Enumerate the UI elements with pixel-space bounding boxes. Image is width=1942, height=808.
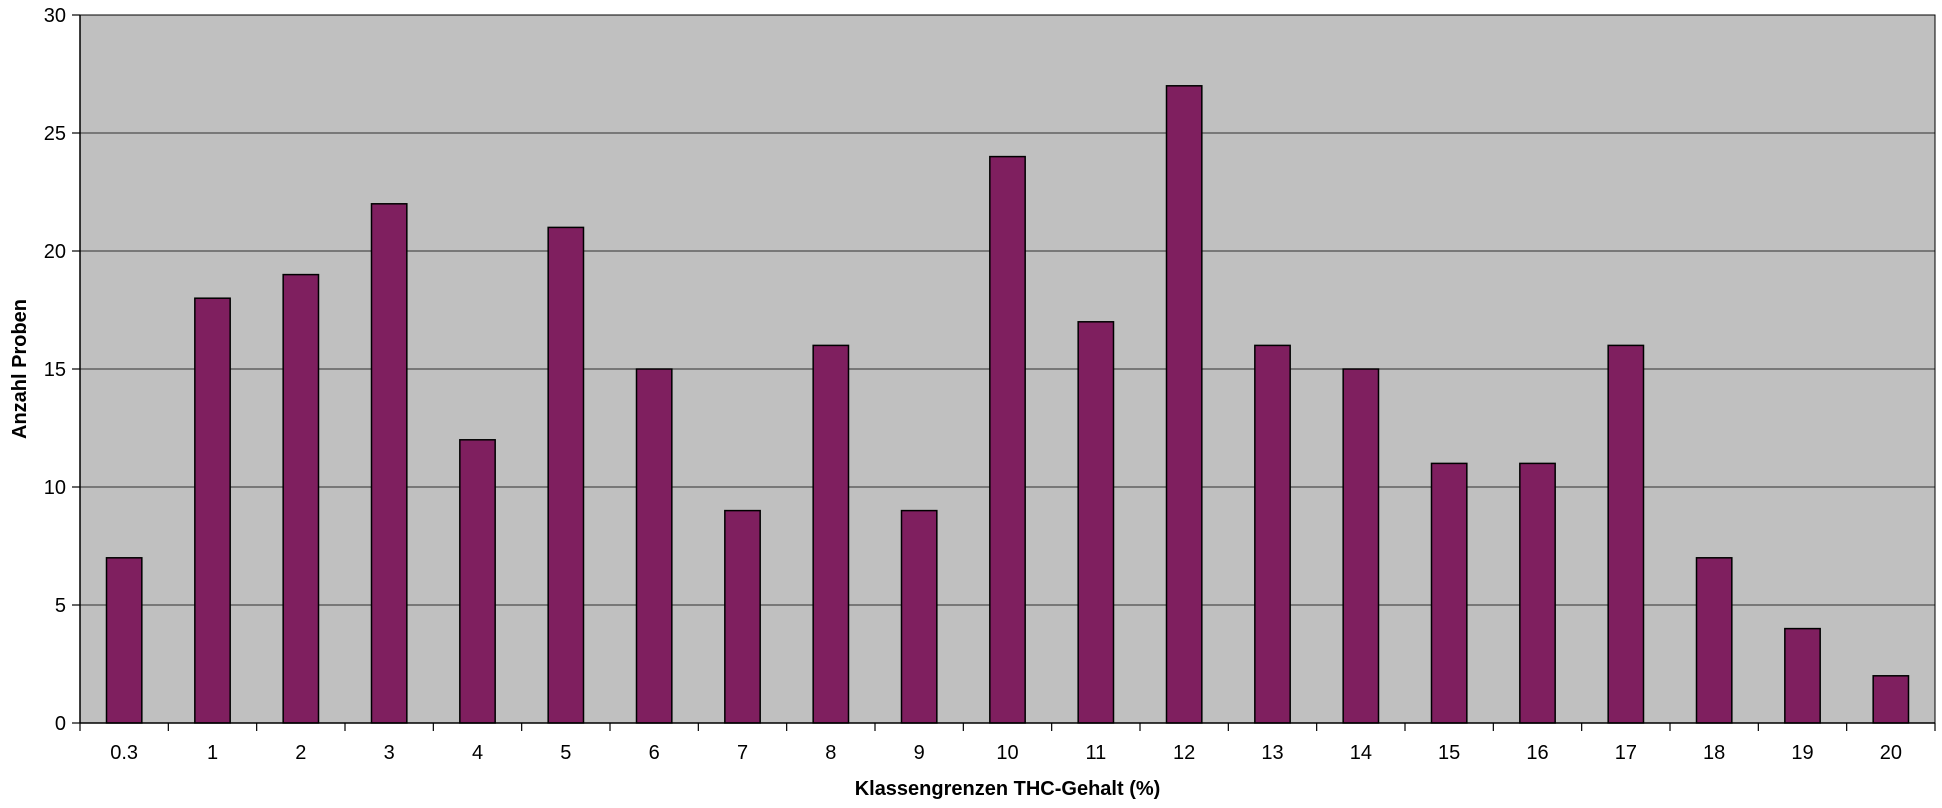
bars [105, 85, 1910, 724]
x-tick-label: 2 [295, 742, 306, 764]
x-tick-label: 13 [1261, 742, 1283, 764]
x-tick-label: 1 [207, 742, 218, 764]
bar-9 [900, 509, 938, 724]
x-tick-label: 4 [472, 742, 483, 764]
x-tick-label: 19 [1791, 742, 1813, 764]
y-ticks: 0 5 10 15 20 25 30 [44, 5, 80, 735]
y-axis-title: Anzahl Proben [9, 299, 31, 439]
x-tick-label: 10 [996, 742, 1018, 764]
bar-19 [1784, 627, 1821, 724]
y-tick-label: 20 [44, 241, 66, 263]
x-tick-label: 7 [737, 742, 748, 764]
x-ticks: 0.3 1 2 3 4 5 6 7 8 9 10 11 12 13 14 15 16 17 18 19 20 [79, 723, 1936, 764]
x-tick-label: 15 [1438, 742, 1460, 764]
bar-17 [1607, 344, 1645, 724]
bar-1 [194, 297, 231, 724]
bar-6 [635, 368, 673, 724]
bar-7 [724, 509, 761, 724]
y-tick-label: 10 [44, 477, 66, 499]
y-tick-label: 15 [44, 359, 66, 381]
bar-4 [459, 439, 496, 724]
bar-13 [1254, 344, 1291, 724]
x-tick-label: 17 [1615, 742, 1637, 764]
bar-14 [1342, 368, 1380, 724]
bar-10 [989, 155, 1026, 724]
y-tick-label: 25 [44, 123, 66, 145]
bar-18 [1695, 557, 1733, 724]
bar-2 [282, 273, 320, 724]
x-tick-label: 9 [914, 742, 925, 764]
x-tick-label: 6 [649, 742, 660, 764]
bar-16 [1519, 462, 1556, 724]
bar-11 [1077, 321, 1115, 724]
y-tick-label: 0 [55, 713, 66, 735]
bar-15 [1430, 462, 1468, 724]
bar-20 [1872, 675, 1910, 724]
bar-8 [812, 344, 850, 724]
y-tick-label: 30 [44, 5, 66, 27]
x-tick-label: 18 [1703, 742, 1725, 764]
x-axis-title: Klassengrenzen THC-Gehalt (%) [855, 778, 1161, 800]
x-tick-label: 20 [1880, 742, 1902, 764]
x-tick-label: 11 [1085, 742, 1106, 764]
x-tick-label: 3 [384, 742, 395, 764]
bar-0.3 [105, 557, 143, 724]
bar-12 [1165, 85, 1203, 724]
bar-3 [370, 203, 408, 724]
x-tick-label: 5 [560, 742, 571, 764]
x-tick-label: 16 [1526, 742, 1548, 764]
x-tick-label: 0.3 [110, 742, 138, 764]
y-tick-label: 5 [55, 595, 66, 617]
bar-5 [547, 226, 585, 724]
x-tick-label: 14 [1350, 742, 1372, 764]
x-tick-label: 12 [1173, 742, 1195, 764]
x-tick-label: 8 [825, 742, 836, 764]
